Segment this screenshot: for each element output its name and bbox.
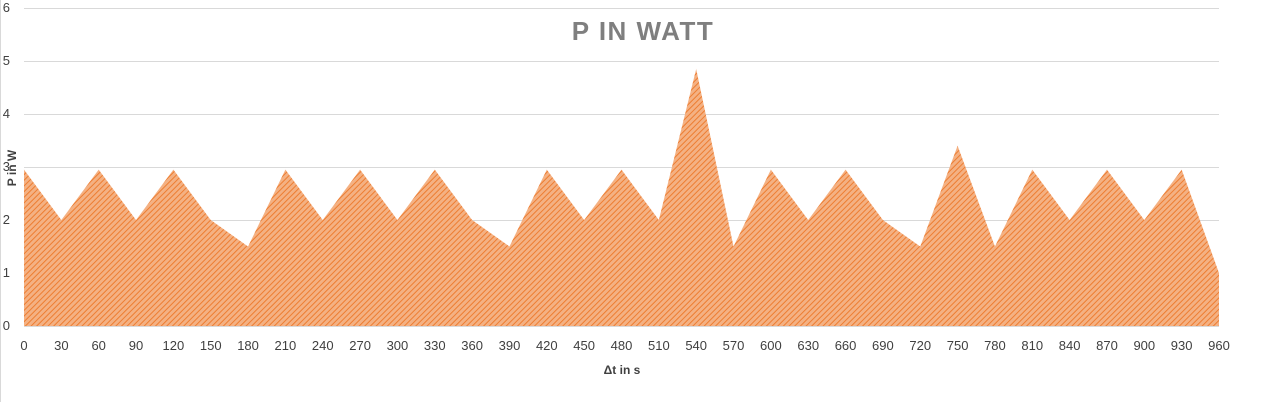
x-tick-label: 270	[349, 338, 371, 353]
x-tick-label: 30	[54, 338, 68, 353]
x-axis-ticks: 0 30 60 90 120 150 180 210 240 270 300 330 360 390 420…	[20, 338, 1229, 353]
x-axis-title: Δt in s	[604, 363, 641, 377]
x-tick-label: 750	[947, 338, 969, 353]
x-tick-label: 180	[237, 338, 259, 353]
x-tick-label: 600	[760, 338, 782, 353]
data-point	[1069, 219, 1071, 221]
data-point	[172, 169, 174, 171]
data-point	[508, 246, 510, 248]
data-point	[23, 169, 25, 171]
data-point	[210, 219, 212, 221]
x-tick-label: 690	[872, 338, 894, 353]
y-tick-label: 5	[3, 53, 10, 68]
data-point	[845, 169, 847, 171]
data-point	[882, 219, 884, 221]
data-point	[60, 219, 62, 221]
data-point	[994, 246, 996, 248]
x-tick-label: 60	[91, 338, 105, 353]
data-point	[770, 169, 772, 171]
data-point	[733, 246, 735, 248]
x-tick-label: 360	[461, 338, 483, 353]
y-axis-ticks: 0 1 2 3 4 5 6	[3, 0, 10, 333]
data-point	[359, 169, 361, 171]
x-tick-label: 210	[275, 338, 297, 353]
data-point	[1106, 169, 1108, 171]
x-tick-label: 510	[648, 338, 670, 353]
series-area	[24, 68, 1219, 326]
data-point	[1181, 169, 1183, 171]
data-point	[247, 246, 249, 248]
data-point	[957, 145, 959, 147]
x-tick-label: 150	[200, 338, 222, 353]
x-tick-label: 960	[1208, 338, 1230, 353]
data-point	[583, 219, 585, 221]
x-tick-label: 720	[909, 338, 931, 353]
x-tick-label: 0	[20, 338, 27, 353]
x-tick-label: 300	[387, 338, 409, 353]
x-tick-label: 930	[1171, 338, 1193, 353]
data-point	[322, 219, 324, 221]
x-tick-label: 540	[685, 338, 707, 353]
x-tick-label: 900	[1133, 338, 1155, 353]
y-tick-label: 1	[3, 265, 10, 280]
data-series	[23, 68, 1220, 326]
data-point	[1218, 272, 1220, 274]
x-tick-label: 660	[835, 338, 857, 353]
data-point	[98, 169, 100, 171]
y-tick-label: 4	[3, 106, 10, 121]
data-point	[695, 68, 697, 70]
x-tick-label: 390	[499, 338, 521, 353]
y-axis-title: P in W	[5, 149, 19, 186]
x-tick-label: 450	[573, 338, 595, 353]
data-point	[471, 219, 473, 221]
data-point	[434, 169, 436, 171]
x-tick-label: 870	[1096, 338, 1118, 353]
x-tick-label: 330	[424, 338, 446, 353]
data-point	[396, 219, 398, 221]
data-point	[1031, 169, 1033, 171]
x-tick-label: 570	[723, 338, 745, 353]
x-tick-label: 780	[984, 338, 1006, 353]
data-point	[658, 219, 660, 221]
y-tick-label: 2	[3, 212, 10, 227]
data-point	[621, 169, 623, 171]
data-point	[135, 219, 137, 221]
data-point	[1143, 219, 1145, 221]
y-tick-label: 6	[3, 0, 10, 15]
data-point	[284, 169, 286, 171]
y-tick-label: 3	[3, 159, 10, 174]
x-tick-label: 840	[1059, 338, 1081, 353]
x-tick-label: 240	[312, 338, 334, 353]
data-point	[546, 169, 548, 171]
chart-title: P IN WATT	[572, 16, 715, 46]
x-tick-label: 420	[536, 338, 558, 353]
x-tick-label: 630	[797, 338, 819, 353]
x-tick-label: 480	[611, 338, 633, 353]
x-tick-label: 120	[163, 338, 185, 353]
data-point	[919, 246, 921, 248]
y-tick-label: 0	[3, 318, 10, 333]
x-tick-label: 90	[129, 338, 143, 353]
x-tick-label: 810	[1021, 338, 1043, 353]
data-point	[807, 219, 809, 221]
